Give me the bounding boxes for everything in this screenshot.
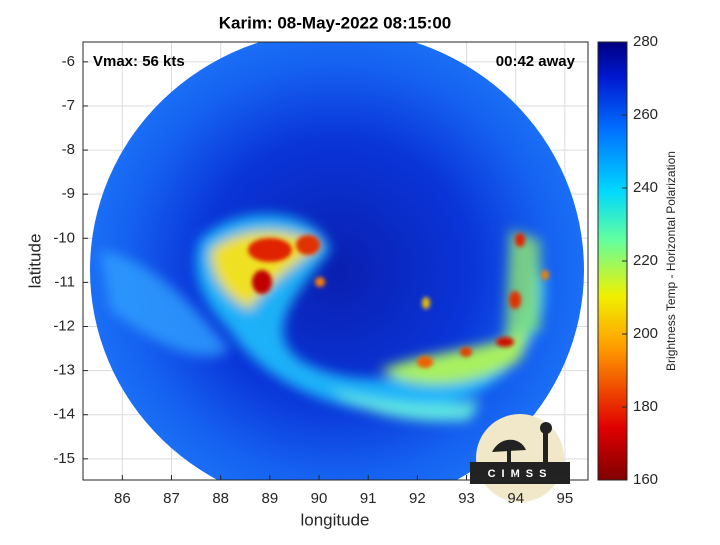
vmax-label: Vmax: 56 kts bbox=[93, 53, 185, 70]
y-tick-label: -9 bbox=[62, 185, 75, 202]
y-tick-label: -8 bbox=[62, 141, 75, 158]
x-tick-label: 87 bbox=[163, 490, 180, 507]
colorbar-label: Brightness Temp - Horizontal Polarizatio… bbox=[664, 151, 678, 371]
y-tick-label: -6 bbox=[62, 53, 75, 70]
colorbar-tick-label: 280 bbox=[633, 33, 658, 50]
logo-text: CIMSS bbox=[488, 468, 553, 480]
chart-title: Karim: 08-May-2022 08:15:00 bbox=[219, 13, 451, 32]
y-tick-label: -11 bbox=[54, 273, 75, 290]
plot-frame bbox=[82, 41, 589, 481]
x-tick-label: 92 bbox=[409, 490, 426, 507]
x-tick-label: 88 bbox=[212, 490, 229, 507]
y-tick-label: -12 bbox=[53, 317, 75, 334]
x-tick-label: 86 bbox=[114, 490, 131, 507]
colorbar-tick-label: 220 bbox=[633, 252, 658, 269]
y-tick-label: -13 bbox=[53, 362, 75, 379]
colorbar-tick-label: 240 bbox=[633, 179, 658, 196]
x-tick-label: 94 bbox=[507, 490, 524, 507]
x-tick-label: 91 bbox=[360, 490, 377, 507]
x-tick-label: 89 bbox=[262, 490, 279, 507]
colorbar-tick-label: 260 bbox=[633, 106, 658, 123]
y-tick-label: -7 bbox=[62, 97, 75, 114]
satellite-image bbox=[90, 42, 584, 480]
y-tick-label: -15 bbox=[53, 450, 75, 467]
x-tick-label: 90 bbox=[311, 490, 328, 507]
time-label: 00:42 away bbox=[496, 53, 576, 70]
colorbar-tick-label: 180 bbox=[633, 398, 658, 415]
colorbar-tick-label: 160 bbox=[633, 471, 658, 488]
y-tick-label: -10 bbox=[53, 229, 75, 246]
x-axis-label: longitude bbox=[300, 510, 369, 529]
y-axis-label: latitude bbox=[25, 234, 44, 289]
x-tick-label: 93 bbox=[458, 490, 475, 507]
colorbar-tick-label: 200 bbox=[633, 325, 658, 342]
x-tick-label: 95 bbox=[557, 490, 574, 507]
y-tick-label: -14 bbox=[53, 406, 75, 423]
